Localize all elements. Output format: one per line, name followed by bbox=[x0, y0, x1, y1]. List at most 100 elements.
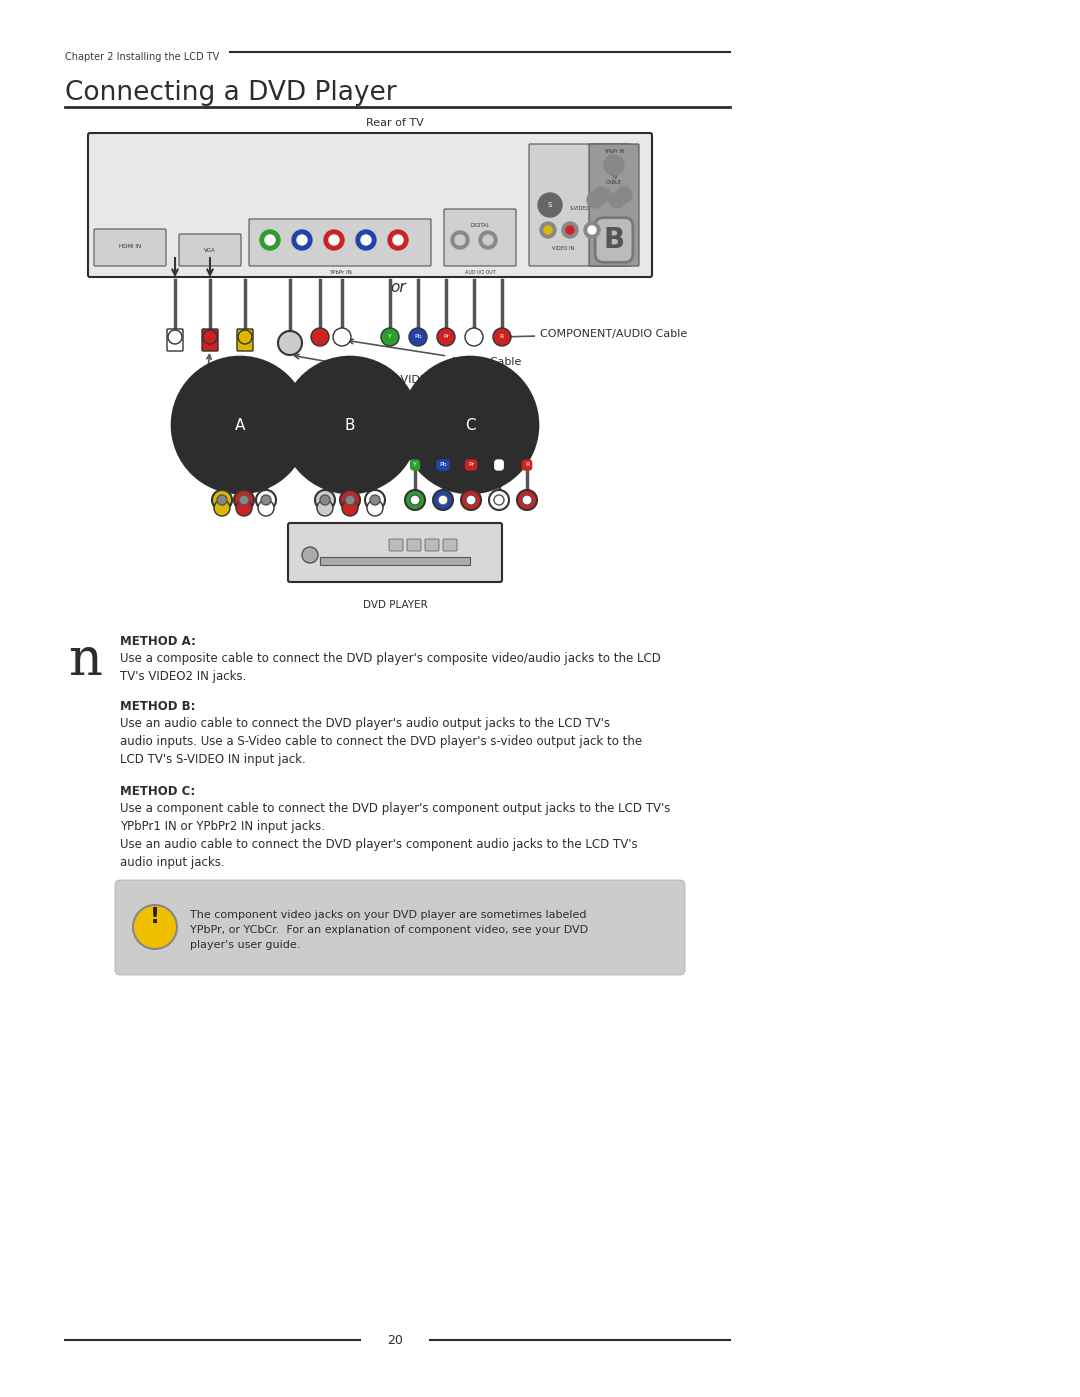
Bar bbox=[320, 557, 470, 564]
Circle shape bbox=[133, 905, 177, 949]
Text: HDMI IN: HDMI IN bbox=[119, 244, 141, 250]
FancyBboxPatch shape bbox=[443, 539, 457, 550]
Circle shape bbox=[604, 155, 624, 175]
FancyBboxPatch shape bbox=[426, 539, 438, 550]
FancyBboxPatch shape bbox=[407, 539, 421, 550]
FancyBboxPatch shape bbox=[589, 144, 639, 265]
Circle shape bbox=[616, 187, 632, 203]
FancyBboxPatch shape bbox=[529, 144, 631, 265]
Text: YPbPr IN: YPbPr IN bbox=[604, 149, 624, 154]
Circle shape bbox=[410, 495, 420, 504]
FancyBboxPatch shape bbox=[288, 522, 502, 583]
Circle shape bbox=[540, 222, 556, 237]
Circle shape bbox=[311, 328, 329, 346]
Text: VIDEO IN: VIDEO IN bbox=[552, 246, 575, 251]
Circle shape bbox=[480, 231, 497, 249]
Text: YPbPr IN: YPbPr IN bbox=[328, 270, 351, 275]
FancyBboxPatch shape bbox=[444, 210, 516, 265]
Circle shape bbox=[345, 495, 355, 504]
Circle shape bbox=[256, 490, 276, 510]
Text: R: R bbox=[500, 334, 504, 339]
Text: The component video jacks on your DVD player are sometimes labeled
YPbPr, or YCb: The component video jacks on your DVD pl… bbox=[190, 909, 589, 950]
Circle shape bbox=[238, 330, 252, 344]
Circle shape bbox=[562, 222, 578, 237]
Circle shape bbox=[302, 548, 318, 563]
Text: Chapter 2 Installing the LCD TV: Chapter 2 Installing the LCD TV bbox=[65, 52, 219, 61]
FancyBboxPatch shape bbox=[87, 133, 652, 277]
Circle shape bbox=[433, 490, 453, 510]
Circle shape bbox=[318, 500, 333, 515]
Circle shape bbox=[588, 226, 596, 235]
Circle shape bbox=[265, 235, 275, 244]
FancyBboxPatch shape bbox=[114, 880, 685, 975]
Circle shape bbox=[451, 231, 469, 249]
FancyBboxPatch shape bbox=[167, 330, 183, 351]
Text: R: R bbox=[525, 462, 529, 468]
Circle shape bbox=[329, 235, 339, 244]
Circle shape bbox=[405, 490, 426, 510]
Text: Pr: Pr bbox=[443, 334, 449, 339]
Text: DVD PLAYER: DVD PLAYER bbox=[363, 599, 428, 610]
Text: L: L bbox=[497, 462, 501, 468]
Circle shape bbox=[517, 490, 537, 510]
Circle shape bbox=[409, 328, 427, 346]
Circle shape bbox=[494, 495, 504, 504]
Circle shape bbox=[217, 495, 227, 504]
Circle shape bbox=[492, 328, 511, 346]
Text: Pb: Pb bbox=[415, 334, 422, 339]
Circle shape bbox=[342, 500, 357, 515]
Circle shape bbox=[609, 191, 625, 208]
Circle shape bbox=[324, 231, 345, 250]
Circle shape bbox=[465, 328, 483, 346]
FancyBboxPatch shape bbox=[94, 229, 166, 265]
Circle shape bbox=[315, 490, 335, 510]
Text: Use an audio cable to connect the DVD player's audio output jacks to the LCD TV': Use an audio cable to connect the DVD pl… bbox=[120, 717, 643, 766]
Circle shape bbox=[438, 495, 448, 504]
Circle shape bbox=[461, 490, 481, 510]
Circle shape bbox=[168, 330, 183, 344]
Text: S-VIDEO: S-VIDEO bbox=[570, 205, 590, 211]
Circle shape bbox=[370, 495, 380, 504]
Circle shape bbox=[260, 231, 280, 250]
Circle shape bbox=[212, 490, 232, 510]
Circle shape bbox=[455, 235, 465, 244]
Text: S-VIDEO Cable: S-VIDEO Cable bbox=[295, 355, 471, 386]
Text: Rear of TV: Rear of TV bbox=[366, 117, 423, 129]
Circle shape bbox=[234, 490, 254, 510]
Text: Connecting a DVD Player: Connecting a DVD Player bbox=[65, 80, 396, 106]
Circle shape bbox=[297, 235, 307, 244]
Text: AUDIO Cable: AUDIO Cable bbox=[349, 339, 522, 367]
Text: METHOD C:: METHOD C: bbox=[120, 785, 195, 798]
Text: C: C bbox=[464, 418, 475, 433]
Text: METHOD B:: METHOD B: bbox=[120, 700, 195, 712]
Text: L: L bbox=[472, 334, 476, 339]
Text: Use a composite cable to connect the DVD player's composite video/audio jacks to: Use a composite cable to connect the DVD… bbox=[120, 652, 661, 683]
FancyBboxPatch shape bbox=[202, 330, 218, 351]
Circle shape bbox=[584, 222, 600, 237]
FancyBboxPatch shape bbox=[179, 235, 241, 265]
Circle shape bbox=[437, 328, 455, 346]
Polygon shape bbox=[145, 909, 165, 943]
Text: n: n bbox=[68, 636, 102, 686]
FancyBboxPatch shape bbox=[249, 219, 431, 265]
Text: Y: Y bbox=[388, 334, 392, 339]
Circle shape bbox=[393, 235, 403, 244]
Circle shape bbox=[489, 490, 509, 510]
Circle shape bbox=[538, 193, 562, 217]
Text: METHOD A:: METHOD A: bbox=[120, 636, 195, 648]
Text: B: B bbox=[604, 226, 624, 254]
Circle shape bbox=[258, 500, 274, 515]
Circle shape bbox=[340, 490, 360, 510]
Text: Pr: Pr bbox=[468, 462, 474, 468]
Text: COMPONENT/AUDIO Cable: COMPONENT/AUDIO Cable bbox=[504, 330, 687, 339]
Circle shape bbox=[333, 328, 351, 346]
Circle shape bbox=[588, 191, 603, 208]
FancyBboxPatch shape bbox=[389, 539, 403, 550]
Circle shape bbox=[278, 331, 302, 355]
Text: VGA: VGA bbox=[204, 247, 216, 253]
Circle shape bbox=[388, 231, 408, 250]
Circle shape bbox=[367, 500, 383, 515]
Circle shape bbox=[320, 495, 330, 504]
Text: B: B bbox=[345, 418, 355, 433]
Text: Pb: Pb bbox=[440, 462, 447, 468]
